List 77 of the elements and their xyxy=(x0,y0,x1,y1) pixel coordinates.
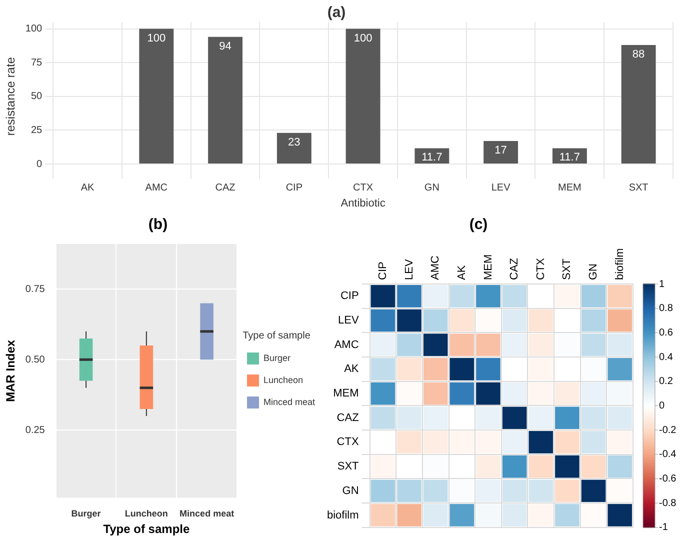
legend-label: Luncheon xyxy=(264,374,304,385)
data-label: 11.7 xyxy=(559,152,580,164)
x-tick-label: AMC xyxy=(430,256,442,280)
x-tick-label: LEV xyxy=(491,182,511,194)
y-tick-label: 100 xyxy=(25,24,43,35)
data-label: 11.7 xyxy=(422,152,442,164)
x-tick-label: CIP xyxy=(286,182,303,194)
x-tick-label: LEV xyxy=(403,258,416,280)
x-tick-label: GN xyxy=(424,182,440,194)
legend-label: Burger xyxy=(264,352,291,363)
color-bar-label: 0.2 xyxy=(659,376,674,388)
x-tick-label: AMC xyxy=(145,182,168,194)
color-bar-label: -0.2 xyxy=(659,424,677,436)
y-tick-label: 0 xyxy=(36,158,43,170)
x-tick-label: biofilm xyxy=(614,248,626,280)
x-tick-label: CTX xyxy=(534,257,547,280)
x-tick-label: MEM xyxy=(482,254,494,280)
y-tick-label: 0.75 xyxy=(25,284,46,295)
x-tick-label: SXT xyxy=(561,258,574,280)
bar xyxy=(414,148,450,164)
color-bar-label: -1 xyxy=(659,522,668,534)
color-bar-label: 0.6 xyxy=(659,327,674,338)
bar xyxy=(208,36,243,164)
data-label: 100 xyxy=(354,32,372,44)
x-tick-label: Burger xyxy=(71,508,102,519)
data-label: 88 xyxy=(632,48,645,61)
legend-label: Minced meat xyxy=(264,396,316,407)
y-tick-label: AMC xyxy=(334,338,359,351)
y-axis-title: MAR Index xyxy=(4,340,18,402)
chart-title: (a) xyxy=(327,4,346,22)
bar xyxy=(276,132,312,164)
y-tick-label: 75 xyxy=(30,57,43,68)
x-tick-label: CTX xyxy=(353,182,374,194)
color-bar-label: 0.8 xyxy=(659,303,674,314)
x-tick-label: CAZ xyxy=(508,258,521,280)
y-tick-label: CAZ xyxy=(336,412,360,424)
y-tick-label: AK xyxy=(344,363,360,376)
bar xyxy=(346,28,380,164)
x-tick-label: Luncheon xyxy=(124,508,168,519)
y-tick-label: SXT xyxy=(337,460,360,473)
x-tick-label: SXT xyxy=(628,182,648,194)
bar xyxy=(552,148,587,164)
y-tick-label: 25 xyxy=(30,124,43,136)
x-tick-label: GN xyxy=(588,263,600,280)
bar xyxy=(139,28,174,164)
x-tick-label: Minced meat xyxy=(180,508,234,519)
y-tick-label: 0.50 xyxy=(25,354,46,366)
bar xyxy=(484,141,518,164)
data-label: 94 xyxy=(219,40,232,52)
color-bar-label: 1 xyxy=(659,278,665,290)
x-tick-label: MEM xyxy=(558,182,582,194)
x-tick-label: CAZ xyxy=(215,182,236,194)
y-tick-label: CTX xyxy=(336,436,360,448)
data-label: 23 xyxy=(288,136,300,148)
color-bar-label: -0.8 xyxy=(659,498,677,509)
y-axis-title: resistance rate xyxy=(4,56,18,136)
y-tick-label: GN xyxy=(342,484,359,497)
y-tick-label: LEV xyxy=(338,314,360,327)
y-tick-label: 0.25 xyxy=(25,424,46,436)
x-tick-label: CIP xyxy=(376,262,389,280)
x-axis-title: Type of sample xyxy=(103,522,190,536)
color-bar-label: -0.4 xyxy=(659,449,677,460)
x-tick-label: AK xyxy=(80,182,95,194)
x-axis-title: Antibiotic xyxy=(340,197,386,210)
chart-title: (b) xyxy=(148,216,168,234)
data-label: 100 xyxy=(147,32,166,44)
color-bar-label: 0.4 xyxy=(659,352,674,363)
y-tick-label: CIP xyxy=(340,290,359,302)
legend-title: Type of sample xyxy=(242,330,311,342)
data-label: 17 xyxy=(494,144,507,157)
chart-title: (c) xyxy=(469,216,488,234)
y-tick-label: MEM xyxy=(333,388,359,400)
color-bar-label: 0 xyxy=(659,400,665,412)
bar xyxy=(621,44,656,164)
color-bar-label: -0.6 xyxy=(659,473,677,484)
x-tick-label: AK xyxy=(456,264,468,280)
y-tick-label: 50 xyxy=(30,91,43,102)
